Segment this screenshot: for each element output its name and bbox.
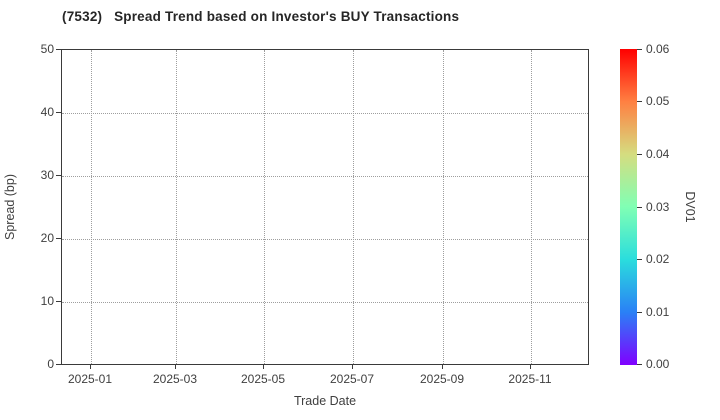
colorbar-title: DV01 [683, 191, 697, 223]
y-tick-label: 30 [40, 168, 54, 182]
x-tick-mark [352, 365, 353, 369]
colorbar-gradient [620, 49, 637, 365]
gridline-horizontal-10 [62, 302, 588, 303]
colorbar-tick-mark [637, 259, 642, 260]
y-tick-label: 0 [47, 357, 54, 371]
x-tick-label: 2025-01 [67, 372, 113, 386]
gridline-horizontal-40 [62, 113, 588, 114]
y-tick-label: 20 [40, 231, 54, 245]
colorbar-tick-label: 0.05 [646, 94, 670, 108]
y-tick-label: 10 [40, 294, 54, 308]
y-tick-label: 50 [40, 42, 54, 56]
gridline-vertical-2025-05 [264, 50, 265, 364]
y-tick-mark [56, 301, 61, 302]
colorbar-tick-label: 0.03 [646, 200, 670, 214]
y-tick-mark [56, 49, 61, 50]
gridline-vertical-2025-07 [353, 50, 354, 364]
x-axis-title: Trade Date [293, 394, 357, 408]
y-axis-title: Spread (bp) [3, 173, 17, 241]
x-tick-label: 2025-11 [508, 372, 552, 386]
chart-title: (7532) Spread Trend based on Investor's … [62, 9, 460, 24]
y-tick-label: 40 [40, 105, 54, 119]
colorbar-tick-label: 0.02 [646, 252, 670, 266]
x-tick-label: 2025-03 [152, 372, 198, 386]
gridline-vertical-2025-01 [91, 50, 92, 364]
y-tick-mark [56, 238, 61, 239]
colorbar-tick-mark [637, 207, 642, 208]
colorbar-tick-label: 0.00 [646, 357, 670, 371]
colorbar-tick-mark [637, 154, 642, 155]
x-tick-mark [530, 365, 531, 369]
gridline-vertical-2025-03 [176, 50, 177, 364]
colorbar-tick-mark [637, 312, 642, 313]
colorbar-tick-label: 0.04 [646, 147, 670, 161]
x-tick-label: 2025-05 [240, 372, 286, 386]
gridline-vertical-2025-09 [443, 50, 444, 364]
gridline-horizontal-20 [62, 239, 588, 240]
colorbar-tick-mark [637, 49, 642, 50]
gridline-horizontal-30 [62, 176, 588, 177]
x-tick-label: 2025-07 [329, 372, 375, 386]
x-tick-mark [442, 365, 443, 369]
gridline-vertical-2025-11 [531, 50, 532, 364]
y-tick-mark [56, 112, 61, 113]
colorbar-tick-label: 0.01 [646, 305, 670, 319]
y-tick-mark [56, 175, 61, 176]
y-tick-mark [56, 364, 61, 365]
x-tick-mark [263, 365, 264, 369]
x-tick-mark [175, 365, 176, 369]
plot-area [61, 49, 589, 365]
x-tick-label: 2025-09 [419, 372, 465, 386]
colorbar-tick-mark [637, 364, 642, 365]
colorbar-tick-label: 0.06 [646, 42, 670, 56]
x-tick-mark [90, 365, 91, 369]
colorbar-tick-mark [637, 101, 642, 102]
